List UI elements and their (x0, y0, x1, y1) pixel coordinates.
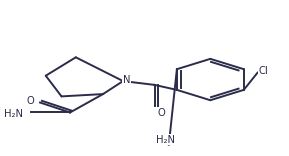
Text: O: O (27, 96, 34, 106)
Text: N: N (123, 75, 130, 85)
Text: O: O (158, 108, 166, 118)
Text: Cl: Cl (259, 66, 269, 76)
Text: H₂N: H₂N (4, 109, 23, 119)
Text: H₂N: H₂N (156, 135, 175, 145)
